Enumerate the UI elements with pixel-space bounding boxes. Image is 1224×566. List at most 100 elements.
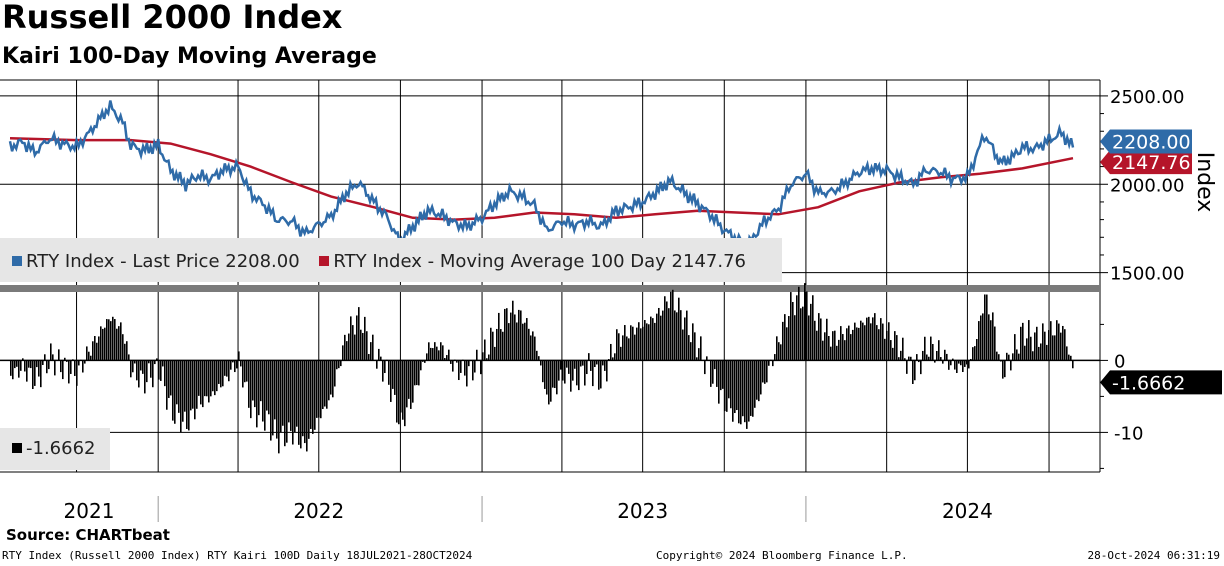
- kairi-bar: [698, 348, 700, 361]
- kairi-bar: [90, 355, 92, 361]
- kairi-bar: [846, 328, 848, 361]
- kairi-bar: [400, 360, 402, 413]
- kairi-bar: [384, 360, 386, 374]
- kairi-bar: [988, 314, 990, 361]
- kairi-bar: [640, 328, 642, 361]
- kairi-bar: [780, 344, 782, 361]
- kairi-bar: [900, 350, 902, 361]
- kairi-bar: [344, 334, 346, 361]
- kairi-bar: [252, 360, 254, 401]
- kairi-bar: [268, 360, 270, 415]
- kairi-bar: [556, 360, 558, 395]
- kairi-bar: [684, 317, 686, 361]
- kairi-bar: [762, 360, 764, 383]
- kairi-bar: [392, 360, 394, 389]
- kairi-bar: [382, 360, 384, 382]
- kairi-bar: [552, 360, 554, 388]
- kairi-bar: [972, 347, 974, 361]
- kairi-bar: [1048, 330, 1050, 361]
- kairi-bar: [294, 360, 296, 433]
- kairi-bar: [878, 329, 880, 361]
- kairi-bar: [854, 322, 856, 361]
- kairi-bar: [516, 322, 518, 361]
- x-axis-year-2022: 2022: [293, 499, 344, 523]
- kairi-bar: [710, 360, 712, 387]
- kairi-bar: [504, 308, 506, 361]
- kairi-bar: [58, 349, 60, 361]
- kairi-bar: [720, 360, 722, 391]
- kairi-bar: [718, 360, 720, 404]
- kairi-bar: [156, 358, 158, 361]
- kairi-bar: [634, 334, 636, 361]
- kairi-bar: [756, 360, 758, 400]
- kairi-bar: [712, 360, 714, 384]
- kairi-bar: [334, 360, 336, 387]
- kairi-bar: [286, 360, 288, 443]
- kairi-bar: [12, 360, 14, 380]
- kairi-bar: [770, 359, 772, 361]
- kairi-bar: [1008, 354, 1010, 361]
- kairi-bar: [472, 360, 474, 381]
- kairi-bar: [882, 323, 884, 361]
- kairi-bar: [350, 316, 352, 361]
- kairi-bar: [496, 328, 498, 361]
- kairi-bar: [928, 356, 930, 361]
- kairi-bar: [370, 342, 372, 361]
- kairi-bar: [644, 320, 646, 361]
- kairi-bar: [512, 300, 514, 361]
- ytick-label-top-1: 2000.00: [1110, 175, 1184, 196]
- kairi-bar: [348, 333, 350, 361]
- kairi-bar: [242, 360, 244, 388]
- kairi-bar: [476, 349, 478, 361]
- kairi-bar: [980, 315, 982, 361]
- kairi-bar: [798, 286, 800, 361]
- kairi-bar: [26, 360, 28, 382]
- kairi-bar: [1030, 336, 1032, 361]
- footer-left: RTY Index (Russell 2000 Index) RTY Kairi…: [2, 549, 473, 562]
- kairi-bar: [464, 360, 466, 376]
- kairi-bar: [108, 319, 110, 361]
- kairi-bar: [80, 359, 82, 361]
- kairi-bar: [740, 360, 742, 425]
- kairi-bar: [118, 326, 120, 361]
- kairi-bar: [1050, 321, 1052, 361]
- kairi-bar: [930, 336, 932, 361]
- kairi-bar: [1024, 345, 1026, 361]
- kairi-bar: [130, 360, 132, 378]
- kairi-bar: [724, 360, 726, 412]
- kairi-bar: [836, 345, 838, 361]
- kairi-bar: [376, 360, 378, 369]
- kairi-bar: [866, 317, 868, 361]
- kairi-bar: [818, 313, 820, 361]
- kairi-bar: [144, 360, 146, 394]
- kairi-bar: [152, 360, 154, 388]
- kairi-bar: [288, 360, 290, 423]
- kairi-bar: [180, 360, 182, 433]
- kairi-bar: [994, 326, 996, 361]
- kairi-bar: [688, 335, 690, 361]
- kairi-bar: [248, 360, 250, 408]
- kairi-bar: [102, 328, 104, 361]
- kairi-bar: [244, 360, 246, 383]
- kairi-bar: [380, 356, 382, 361]
- kairi-bar: [414, 360, 416, 386]
- kairi-bar: [126, 341, 128, 361]
- kairi-bar: [394, 360, 396, 395]
- kairi-bar: [680, 310, 682, 361]
- kairi-bar: [140, 360, 142, 371]
- kairi-bar: [436, 346, 438, 361]
- kairi-bar: [64, 357, 66, 361]
- kairi-bar: [758, 360, 760, 402]
- kairi-bar: [874, 313, 876, 361]
- kairi-bar: [200, 360, 202, 405]
- kairi-bar: [960, 360, 962, 366]
- kairi-bar: [502, 331, 504, 361]
- kairi-bar: [228, 360, 230, 382]
- kairi-bar: [610, 343, 612, 361]
- kairi-bar: [438, 350, 440, 361]
- kairi-bar: [314, 360, 316, 430]
- kairi-bar: [100, 326, 102, 361]
- kairi-bar: [176, 360, 178, 405]
- kairi-bar: [1058, 323, 1060, 361]
- kairi-bar: [904, 358, 906, 361]
